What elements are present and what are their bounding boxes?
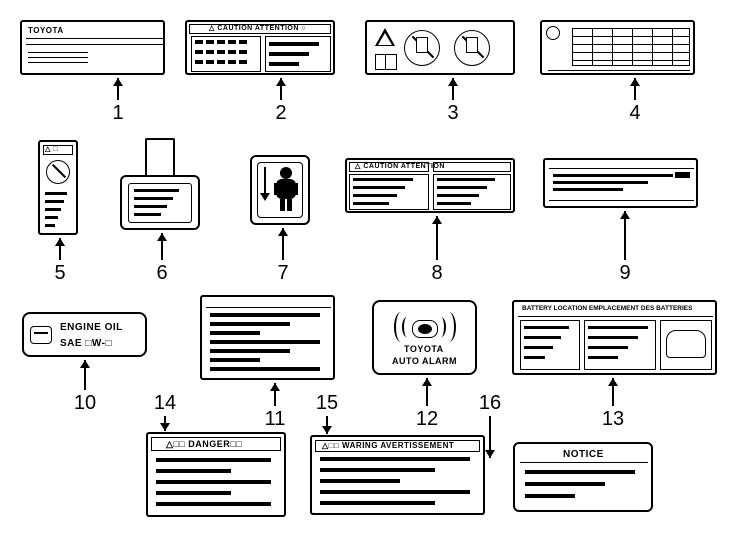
arrow-11 bbox=[274, 383, 276, 406]
part-number-12: 12 bbox=[412, 408, 442, 431]
part-14-label: △□□ DANGER□□ bbox=[146, 432, 286, 517]
arrow-5 bbox=[59, 238, 61, 260]
part-number-15: 15 bbox=[312, 392, 342, 415]
part-number-3: 3 bbox=[438, 102, 468, 125]
part-11-label bbox=[200, 295, 335, 380]
part-number-6: 6 bbox=[147, 262, 177, 285]
arrow-2 bbox=[280, 78, 282, 100]
part-16-label: NOTICE bbox=[513, 442, 653, 512]
arrow-10 bbox=[84, 360, 86, 390]
part-number-16: 16 bbox=[475, 392, 505, 415]
part-15-label: △□□ WARING AVERTISSEMENT bbox=[310, 435, 485, 515]
part-3-label bbox=[365, 20, 515, 75]
arrow-8 bbox=[436, 216, 438, 260]
part-12-label: TOYOTAAUTO ALARM bbox=[372, 300, 477, 375]
part-number-11: 11 bbox=[260, 408, 290, 431]
arrow-6 bbox=[161, 233, 163, 260]
part-number-10: 10 bbox=[70, 392, 100, 415]
part-8-label: △ CAUTION ATTENTION bbox=[345, 158, 515, 213]
part-number-8: 8 bbox=[422, 262, 452, 285]
part-5-label: △ □ bbox=[38, 140, 78, 235]
part-number-7: 7 bbox=[268, 262, 298, 285]
part-number-2: 2 bbox=[266, 102, 296, 125]
part-number-5: 5 bbox=[45, 262, 75, 285]
part-13-label: BATTERY LOCATION EMPLACEMENT DES BATTERI… bbox=[512, 300, 717, 375]
part-6-label bbox=[120, 175, 200, 230]
arrow-12 bbox=[426, 378, 428, 406]
arrow-14 bbox=[164, 416, 166, 431]
arrow-13 bbox=[612, 378, 614, 406]
arrow-1 bbox=[117, 78, 119, 100]
arrow-16 bbox=[489, 416, 491, 458]
arrow-9 bbox=[624, 211, 626, 260]
arrow-4 bbox=[634, 78, 636, 100]
part-1-label: TOYOTA bbox=[20, 20, 165, 75]
part-10-label: ENGINE OILSAE □W-□ bbox=[22, 312, 147, 357]
part-9-label bbox=[543, 158, 698, 208]
part-number-13: 13 bbox=[598, 408, 628, 431]
part-number-1: 1 bbox=[103, 102, 133, 125]
arrow-3 bbox=[452, 78, 454, 100]
part-number-9: 9 bbox=[610, 262, 640, 285]
part-2-label: △ CAUTION ATTENTION ○ bbox=[185, 20, 335, 75]
part-4-label bbox=[540, 20, 695, 75]
part-number-4: 4 bbox=[620, 102, 650, 125]
part-number-14: 14 bbox=[150, 392, 180, 415]
arrow-7 bbox=[282, 228, 284, 260]
arrow-15 bbox=[326, 416, 328, 434]
part-7-label bbox=[250, 155, 310, 225]
